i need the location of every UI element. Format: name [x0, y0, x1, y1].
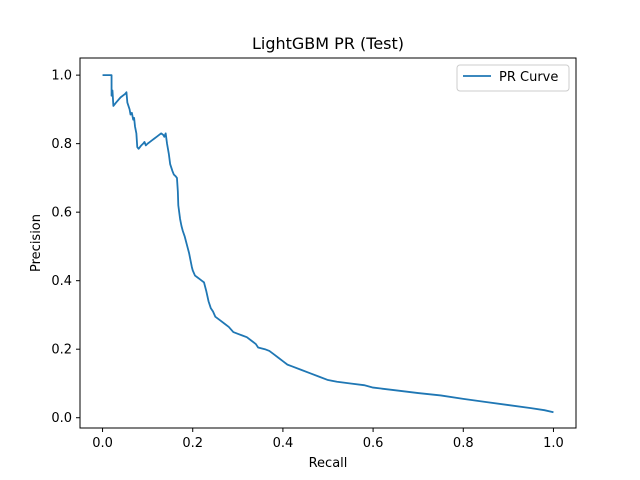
plot-area: [102, 74, 554, 414]
y-tick-label: 0.0: [51, 411, 72, 426]
y-tick-label: 0.6: [51, 206, 72, 221]
chart-title: LightGBM PR (Test): [252, 34, 404, 53]
x-tick-label: 0.0: [92, 436, 113, 451]
y-tick-label: 0.8: [51, 137, 72, 152]
x-tick-label: 0.4: [273, 436, 294, 451]
y-tick-label: 0.4: [51, 274, 72, 289]
y-tick-label: 0.2: [51, 343, 72, 358]
y-axis: 0.0 0.2 0.4 0.6 0.8 1.0: [51, 69, 80, 426]
x-tick-label: 0.2: [182, 436, 203, 451]
pr-curve-line: [102, 74, 554, 414]
y-tick-label: 1.0: [51, 69, 72, 84]
x-axis-label: Recall: [309, 456, 348, 471]
legend-box: [456, 64, 570, 92]
legend: PR Curve: [456, 64, 570, 92]
x-tick-label: 0.6: [363, 436, 384, 451]
x-axis: 0.0 0.2 0.4 0.6 0.8 1.0: [92, 428, 564, 451]
axes-frame: [79, 57, 577, 429]
x-tick-label: 1.0: [543, 436, 564, 451]
y-axis-label: Precision: [29, 214, 44, 272]
legend-label: PR Curve: [499, 70, 558, 85]
x-tick-label: 0.8: [453, 436, 474, 451]
